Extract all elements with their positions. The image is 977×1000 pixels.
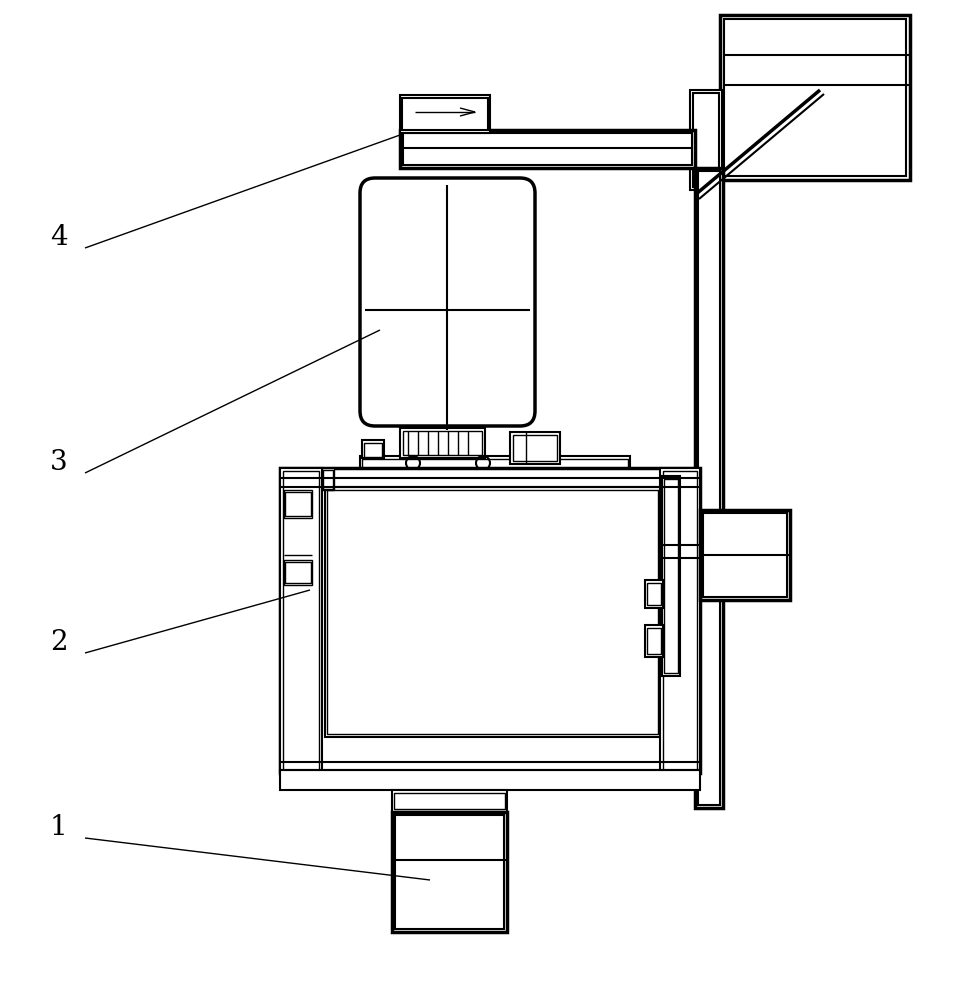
Text: 3: 3	[50, 449, 67, 476]
Bar	[438, 428, 458, 456]
Bar	[400, 130, 695, 168]
Bar	[698, 171, 720, 805]
Bar	[360, 456, 630, 476]
Bar	[284, 560, 312, 585]
Text: 2: 2	[50, 629, 67, 656]
Bar	[695, 168, 723, 808]
Bar	[394, 793, 505, 809]
Bar	[645, 580, 663, 608]
Bar	[322, 468, 334, 490]
Bar	[513, 435, 557, 461]
Bar	[703, 513, 787, 597]
Bar	[362, 459, 628, 473]
Bar	[280, 468, 322, 773]
Bar	[285, 562, 311, 583]
Bar	[325, 487, 660, 737]
Bar	[662, 476, 680, 676]
Bar	[392, 790, 507, 812]
Bar	[403, 133, 692, 165]
Bar	[400, 95, 490, 133]
Text: 1: 1	[50, 814, 67, 841]
Bar	[280, 770, 700, 790]
Bar	[664, 479, 678, 673]
Bar	[403, 431, 482, 455]
Bar	[283, 471, 319, 770]
Bar	[700, 510, 790, 600]
Bar	[690, 90, 722, 190]
Bar	[400, 428, 485, 458]
Bar	[676, 142, 689, 158]
Bar	[395, 815, 504, 929]
Bar	[284, 490, 312, 518]
Bar	[647, 628, 661, 654]
Bar	[724, 19, 906, 176]
Bar	[674, 138, 691, 160]
Bar	[402, 98, 488, 130]
Bar	[645, 625, 663, 657]
Bar	[327, 490, 658, 734]
Bar	[280, 468, 700, 773]
Bar	[693, 93, 719, 187]
Bar	[285, 492, 311, 516]
Bar	[440, 431, 456, 455]
Bar	[510, 432, 560, 464]
Bar	[364, 443, 382, 457]
Bar	[647, 583, 661, 605]
Bar	[663, 471, 697, 770]
Bar	[392, 812, 507, 932]
Bar	[720, 15, 910, 180]
Bar	[323, 470, 333, 489]
FancyBboxPatch shape	[360, 178, 535, 426]
Bar	[660, 468, 700, 773]
Bar	[362, 440, 384, 458]
Text: 4: 4	[50, 224, 67, 251]
